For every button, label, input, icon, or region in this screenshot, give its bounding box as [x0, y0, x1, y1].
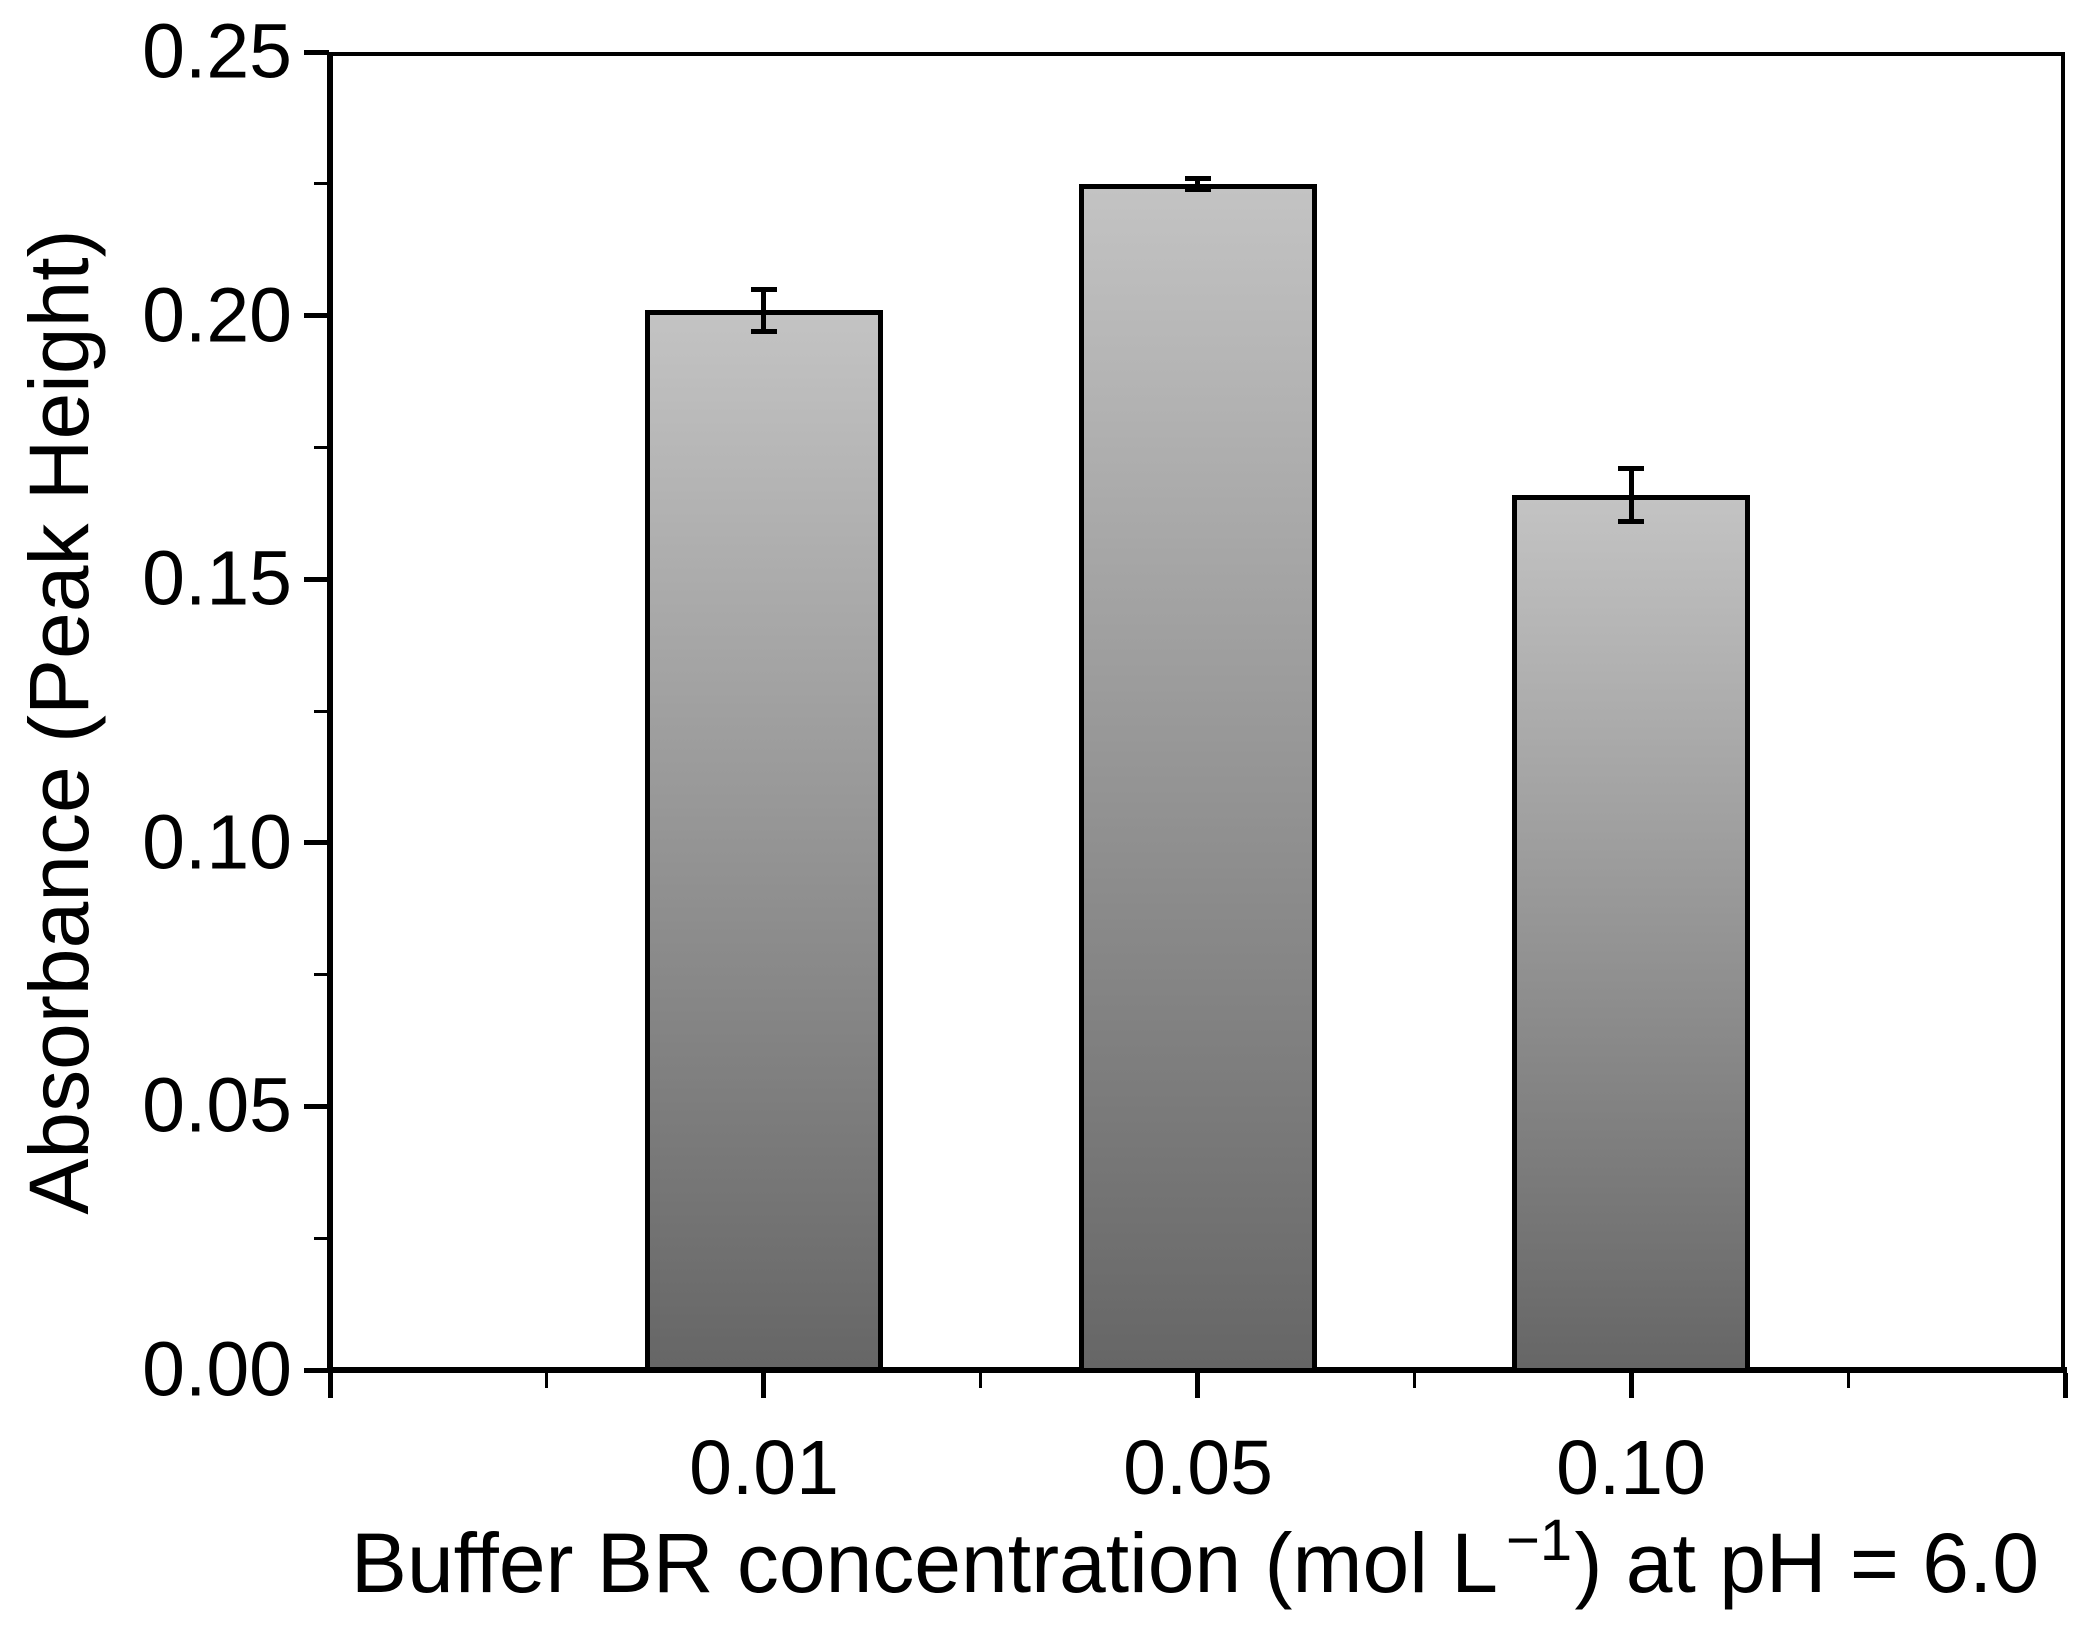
error-bar-cap-bottom [751, 329, 777, 334]
error-bar-cap-top [1618, 466, 1644, 471]
x-axis-title-text: Buffer BR concentration (mol L [350, 1516, 1498, 1610]
y-major-tick [304, 840, 329, 845]
error-bar-line [761, 289, 766, 331]
error-bar-cap-top [751, 287, 777, 292]
error-bar-line [1629, 468, 1634, 521]
x-major-tick [761, 1373, 766, 1398]
y-major-tick [304, 313, 329, 318]
y-major-tick [304, 50, 329, 55]
error-bar-line [1195, 179, 1200, 190]
x-minor-tick [545, 1373, 548, 1388]
bar [645, 310, 883, 1372]
x-axis-title-text-cont: ) at pH = 6.0 [1574, 1516, 2040, 1610]
x-tick-label: 0.10 [1556, 1425, 1706, 1511]
y-major-tick [304, 1104, 329, 1109]
error-bar-cap-top [1185, 176, 1211, 181]
axis-line-left [327, 52, 333, 1373]
y-tick-label: 0.00 [142, 1326, 292, 1413]
y-minor-tick [314, 710, 329, 713]
bar [1079, 184, 1317, 1373]
y-tick-label: 0.05 [142, 1062, 292, 1149]
x-major-tick [1195, 1373, 1200, 1398]
y-major-tick [304, 1368, 329, 1373]
x-minor-tick [1413, 1373, 1416, 1388]
y-major-tick [304, 577, 329, 582]
y-tick-label: 0.10 [142, 799, 292, 886]
y-tick-label: 0.15 [142, 535, 292, 622]
y-minor-tick [314, 446, 329, 449]
x-axis-title-superscript: −1 [1506, 1508, 1573, 1574]
error-bar-cap-bottom [1618, 519, 1644, 524]
x-major-tick [328, 1373, 333, 1398]
y-minor-tick [314, 973, 329, 976]
x-major-tick [1629, 1373, 1634, 1398]
y-minor-tick [314, 1237, 329, 1240]
x-major-tick [2063, 1373, 2068, 1398]
y-tick-label: 0.25 [142, 8, 292, 95]
axis-line-right [2061, 52, 2065, 1370]
x-tick-label: 0.01 [689, 1425, 839, 1511]
y-tick-label: 0.20 [142, 272, 292, 359]
y-minor-tick [314, 182, 329, 185]
x-axis-title: Buffer BR concentration (mol L −1) at pH … [351, 1508, 2039, 1615]
x-minor-tick [979, 1373, 982, 1388]
error-bar-cap-bottom [1185, 187, 1211, 192]
x-tick-label: 0.05 [1123, 1425, 1273, 1511]
axis-line-top [329, 52, 2065, 56]
bar [1512, 495, 1750, 1373]
x-minor-tick [1847, 1373, 1850, 1388]
